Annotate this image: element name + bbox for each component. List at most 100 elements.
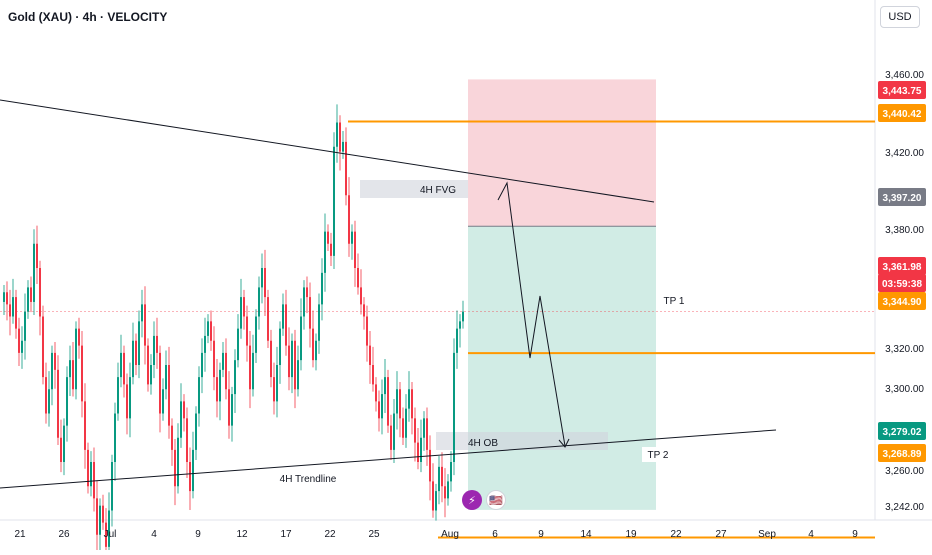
- candle: [90, 462, 92, 487]
- candle: [360, 287, 362, 305]
- candle: [168, 365, 170, 426]
- price-tag-label: 3,344.90: [883, 297, 922, 308]
- candle: [234, 360, 236, 395]
- price-tag: [878, 188, 926, 206]
- candle: [411, 389, 413, 419]
- x-tick-label: 25: [368, 529, 380, 540]
- candle: [156, 335, 158, 353]
- candle: [63, 425, 65, 462]
- candle: [87, 449, 89, 487]
- candle: [105, 522, 107, 547]
- candle: [72, 360, 74, 390]
- candle: [417, 442, 419, 462]
- x-tick-label: 9: [538, 529, 544, 540]
- price-tag: [878, 257, 926, 275]
- currency-button[interactable]: USD: [880, 6, 920, 28]
- x-tick-label: 17: [280, 529, 292, 540]
- candle: [78, 328, 80, 346]
- candle: [75, 328, 77, 390]
- candle: [429, 449, 431, 482]
- candle: [381, 394, 383, 419]
- fvg-label: 4H FVG: [420, 185, 456, 196]
- candle: [438, 466, 440, 492]
- candle: [276, 365, 278, 402]
- candle: [81, 345, 83, 402]
- candle: [375, 384, 377, 402]
- candle: [267, 297, 269, 341]
- us-flag-icon[interactable]: 🇺🇸: [486, 490, 506, 510]
- candle: [48, 389, 50, 414]
- event-icons: ⚡ 🇺🇸: [462, 490, 506, 510]
- tp1-label: TP 1: [664, 296, 685, 307]
- candle: [327, 231, 329, 244]
- candle: [462, 311, 464, 322]
- candle: [237, 328, 239, 361]
- candle: [420, 437, 422, 462]
- candle: [333, 146, 335, 256]
- ob-label: 4H OB: [468, 438, 498, 449]
- candle: [39, 268, 41, 317]
- lightning-icon[interactable]: ⚡: [462, 490, 482, 510]
- candle: [195, 413, 197, 450]
- candle: [330, 243, 332, 256]
- candle: [393, 413, 395, 450]
- candle: [180, 401, 182, 438]
- candle: [57, 369, 59, 438]
- tp2-label-bg: [642, 447, 674, 462]
- candle: [240, 297, 242, 329]
- x-tick-label: Sep: [758, 529, 776, 540]
- x-tick-label: Aug: [441, 529, 459, 540]
- candle: [435, 491, 437, 511]
- candle: [447, 481, 449, 499]
- x-tick-label: 26: [58, 529, 70, 540]
- candle: [390, 425, 392, 450]
- candle: [402, 418, 404, 438]
- candle: [216, 377, 218, 402]
- candle: [27, 287, 29, 312]
- candle: [126, 384, 128, 419]
- candle: [261, 268, 263, 288]
- candle: [135, 340, 137, 365]
- candle: [348, 195, 350, 244]
- candle: [426, 418, 428, 450]
- candle: [384, 377, 386, 395]
- candle: [204, 335, 206, 353]
- candle: [153, 335, 155, 365]
- candle: [228, 389, 230, 426]
- candle: [456, 328, 458, 353]
- projection-arrowhead: [558, 438, 570, 448]
- candle: [42, 316, 44, 378]
- chart-title: Gold (XAU) · 4h · VELOCITY: [8, 10, 168, 24]
- price-tag-label: 3,440.42: [883, 109, 922, 120]
- candle: [192, 449, 194, 492]
- candle: [282, 304, 284, 329]
- candle: [6, 292, 8, 305]
- candle: [12, 297, 14, 317]
- y-tick-label: 3,242.00: [885, 502, 924, 513]
- candle: [312, 328, 314, 361]
- candle: [171, 425, 173, 450]
- candle: [159, 352, 161, 414]
- descending-trendline: [0, 99, 655, 203]
- candle: [51, 352, 53, 390]
- candle: [288, 345, 290, 378]
- candle: [210, 321, 212, 341]
- candle: [189, 462, 191, 492]
- candle: [297, 360, 299, 390]
- candle: [285, 304, 287, 346]
- price-tag-label: 3,397.20: [883, 193, 922, 204]
- ob-box: [436, 432, 608, 450]
- candle: [33, 243, 35, 302]
- candle: [117, 377, 119, 414]
- candle: [66, 377, 68, 426]
- projection-path: [497, 181, 566, 447]
- candle: [174, 449, 176, 487]
- candle: [111, 462, 113, 511]
- price-tag: [878, 422, 926, 440]
- candle: [18, 328, 20, 353]
- candle: [309, 297, 311, 329]
- ascending-trendline: [0, 429, 777, 489]
- candle: [357, 268, 359, 288]
